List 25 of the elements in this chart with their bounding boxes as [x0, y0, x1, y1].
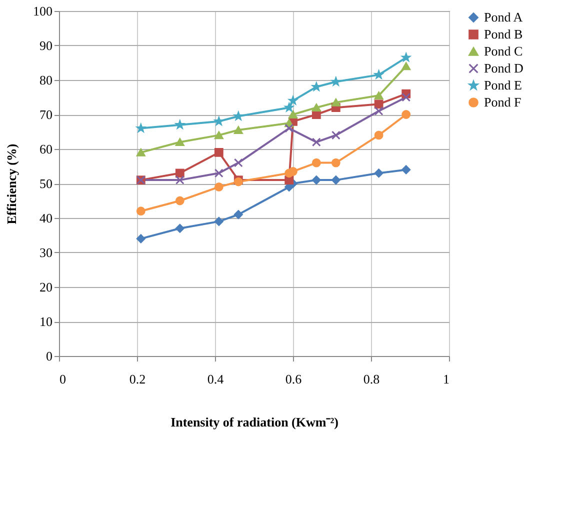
- legend-label: Pond D: [484, 60, 524, 76]
- x-tick-label: 1: [443, 372, 450, 386]
- legend-label: Pond E: [484, 78, 522, 92]
- y-tick-label: 20: [40, 280, 52, 294]
- y-axis-title: Efficiency (%): [4, 144, 19, 224]
- y-tick-label: 30: [40, 245, 52, 260]
- x-tick-label: 0.6: [285, 372, 302, 386]
- y-tick-label: 100: [33, 4, 52, 18]
- y-tick-label: 50: [40, 176, 52, 191]
- x-tick-label: 0.2: [129, 372, 146, 386]
- x-tick-label: 0.8: [363, 372, 380, 386]
- x-axis-title: Intensity of radiation (Kwm⁻²): [170, 414, 338, 430]
- y-tick-label: 0: [46, 348, 52, 364]
- y-tick-label: 80: [40, 72, 52, 88]
- y-tick-label: 10: [40, 314, 52, 329]
- legend-label: Pond B: [484, 26, 523, 42]
- x-tick-label: 0: [60, 372, 66, 386]
- legend-label: Pond A: [484, 10, 524, 24]
- legend-label: Pond F: [484, 94, 522, 110]
- y-tick-label: 90: [40, 38, 52, 53]
- legend-label: Pond C: [484, 44, 523, 58]
- y-tick-label: 40: [40, 210, 52, 226]
- y-tick-label: 60: [40, 142, 52, 156]
- y-tick-label: 70: [40, 107, 52, 122]
- x-tick-label: 0.4: [207, 372, 224, 386]
